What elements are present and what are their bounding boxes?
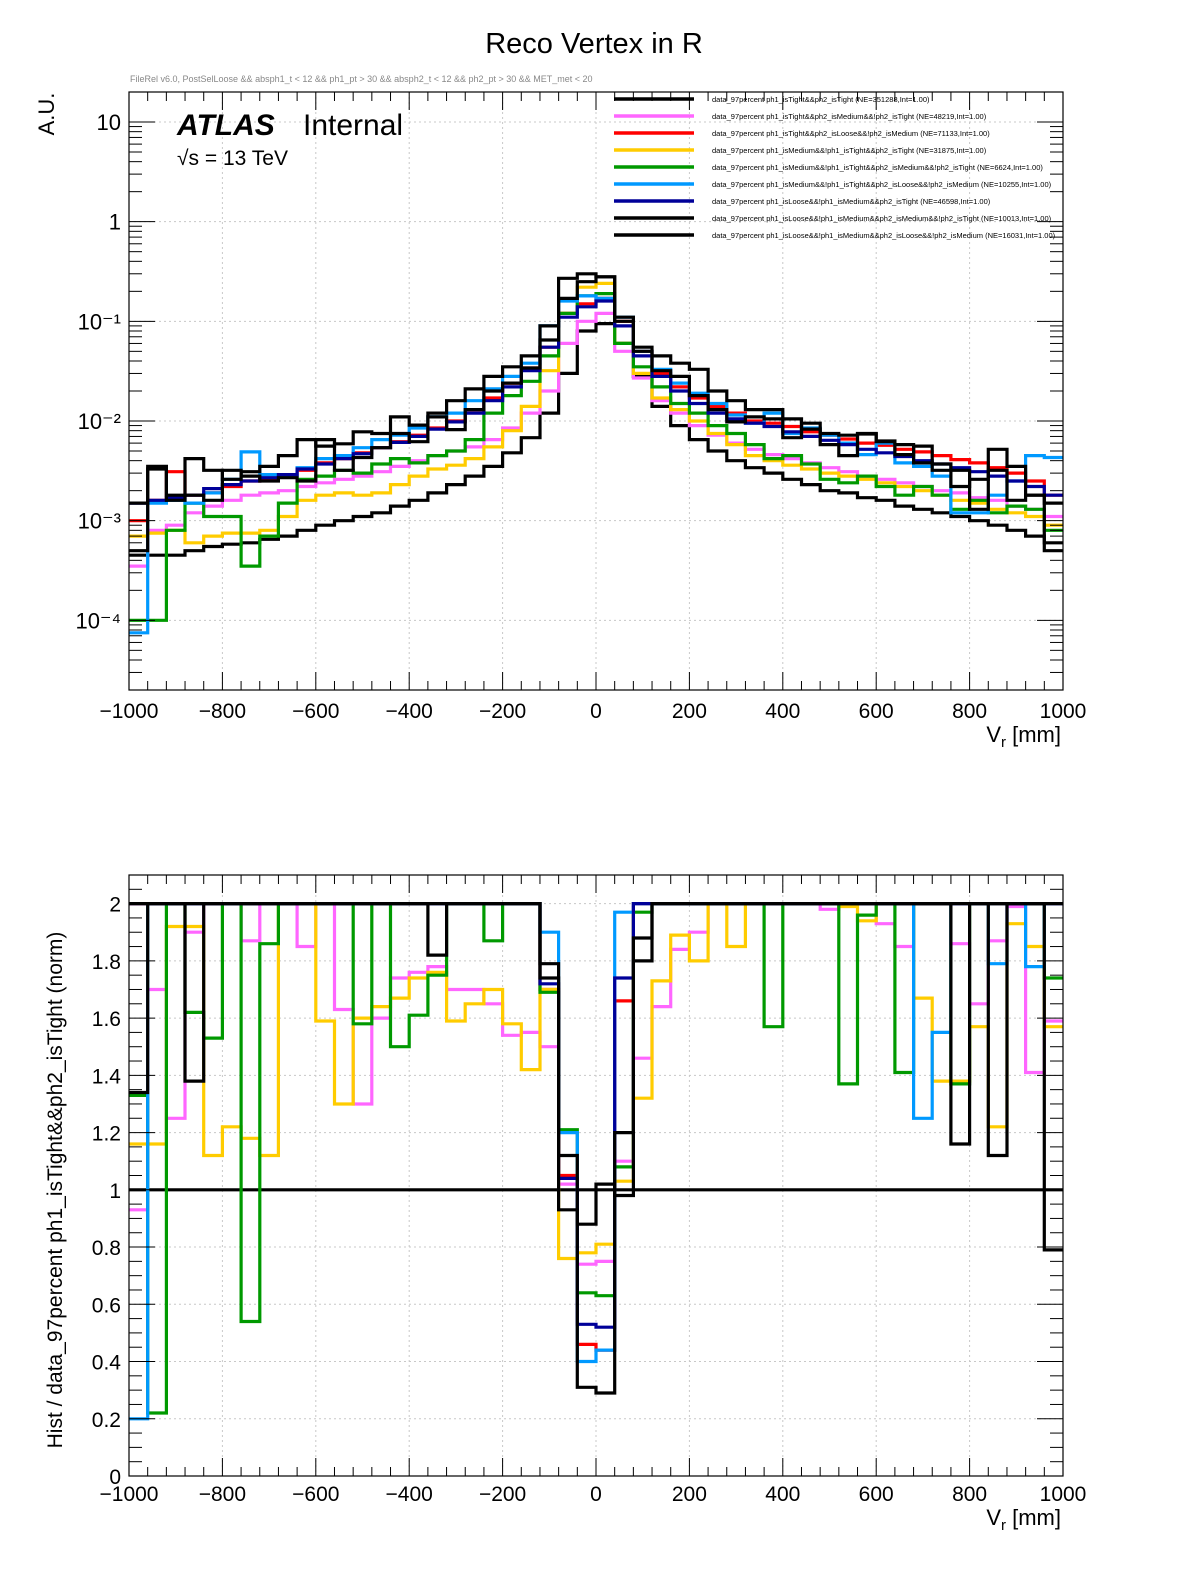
x-tick-label: 0 [590,1483,602,1506]
y-tick-label: 10⁻⁴ [75,608,121,633]
y-tick-label: 0.4 [92,1352,122,1375]
series-line-7 [129,902,1063,1395]
series-line-1 [129,311,1063,568]
series-line-0 [129,322,1063,557]
atlas-label: ATLAS [176,109,275,142]
bottom-ylabel: Hist / data_97percent ph1_isTight&&ph2_i… [44,932,67,1449]
bottom-ticks: −1000 −800 −600 −400 −200 0 200 400 600 800 1000 0 0… [92,874,1087,1506]
legend-entry: data_97percent ph1_isMedium&&!ph1_isTigh… [712,180,1052,189]
y-tick-label: 0.8 [92,1237,121,1260]
y-tick-label: 1.2 [92,1123,121,1146]
bottom-panel: −1000 −800 −600 −400 −200 0 200 400 600 800 1000 0 0… [44,874,1087,1534]
x-tick-label: 800 [952,700,987,723]
chart-title: Reco Vertex in R [485,28,703,60]
series-line-4 [129,292,1063,622]
y-tick-label: 1 [109,1180,121,1203]
x-tick-label: 0 [590,700,602,723]
legend-entry: data_97percent ph1_isMedium&&!ph1_isTigh… [712,163,1043,172]
y-tick-label: 1.8 [92,951,121,974]
legend-entry: data_97percent ph1_isMedium&&!ph1_isTigh… [712,146,987,155]
y-tick-label: 1 [109,210,121,235]
top-ticks: −1000 −800 −600 −400 −200 0 200 400 600 800 1000 10… [75,91,1087,723]
legend-entry: data_97percent ph1_isLoose&&!ph1_isMediu… [712,214,1052,223]
x-tick-label: −400 [386,1483,433,1506]
x-tick-label: −800 [199,700,246,723]
y-tick-label: 10⁻² [78,409,121,434]
series-line-6 [129,299,1063,505]
selection-caption: FileRel v6.0, PostSelLoose && absph1_t <… [130,74,593,84]
x-tick-label: 400 [765,700,800,723]
x-tick-label: 800 [952,1483,987,1506]
top-series-group [129,272,1063,635]
x-tick-label: 600 [859,1483,894,1506]
y-tick-label: 10 [97,110,121,135]
x-tick-label: −200 [479,1483,526,1506]
y-tick-label: 10⁻³ [78,509,121,534]
x-tick-label: −800 [199,1483,246,1506]
legend-entry: data_97percent ph1_isTight&&ph2_isLoose&… [712,129,990,138]
x-tick-label: 200 [672,700,707,723]
y-tick-label: 1.6 [92,1008,121,1031]
legend-entry: data_97percent ph1_isLoose&&!ph1_isMediu… [712,197,991,206]
x-tick-label: 1000 [1040,700,1087,723]
x-tick-label: −600 [292,1483,339,1506]
x-tick-label: 200 [672,1483,707,1506]
y-tick-label: 2 [109,894,121,917]
series-line-8 [129,275,1063,505]
x-tick-label: 600 [859,700,894,723]
legend: data_97percent ph1_isTight&&ph2_isTight … [614,95,1056,240]
bottom-xlabel: Vr [mm] [986,1505,1061,1534]
series-line-7 [129,272,1063,553]
x-tick-label: −1000 [100,1483,159,1506]
legend-entry: data_97percent ph1_isLoose&&!ph1_isMediu… [712,231,1056,240]
x-tick-label: −200 [479,700,526,723]
legend-entry: data_97percent ph1_isTight&&ph2_isTight … [712,95,930,104]
energy-label: √s = 13 TeV [177,147,288,170]
bottom-series-group [129,902,1063,1421]
series-line-8 [129,902,1063,1226]
top-xlabel: Vr [mm] [986,722,1061,751]
x-tick-label: 1000 [1040,1483,1087,1506]
series-line-3 [129,281,1063,545]
x-tick-label: −1000 [100,700,159,723]
legend-entry: data_97percent ph1_isTight&&ph2_isMedium… [712,112,987,121]
y-tick-label: 0 [109,1466,121,1489]
x-tick-label: −600 [292,700,339,723]
series-line-4 [129,902,1063,1415]
y-tick-label: 1.4 [92,1065,122,1088]
top-ylabel: A.U. [34,93,59,136]
y-tick-label: 0.6 [92,1294,121,1317]
x-tick-label: −400 [386,700,433,723]
x-tick-label: 400 [765,1483,800,1506]
internal-label: Internal [303,109,403,142]
y-tick-label: 10⁻¹ [78,309,121,334]
y-tick-label: 0.2 [92,1409,121,1432]
top-panel: −1000 −800 −600 −400 −200 0 200 400 600 800 1000 10… [34,91,1087,751]
